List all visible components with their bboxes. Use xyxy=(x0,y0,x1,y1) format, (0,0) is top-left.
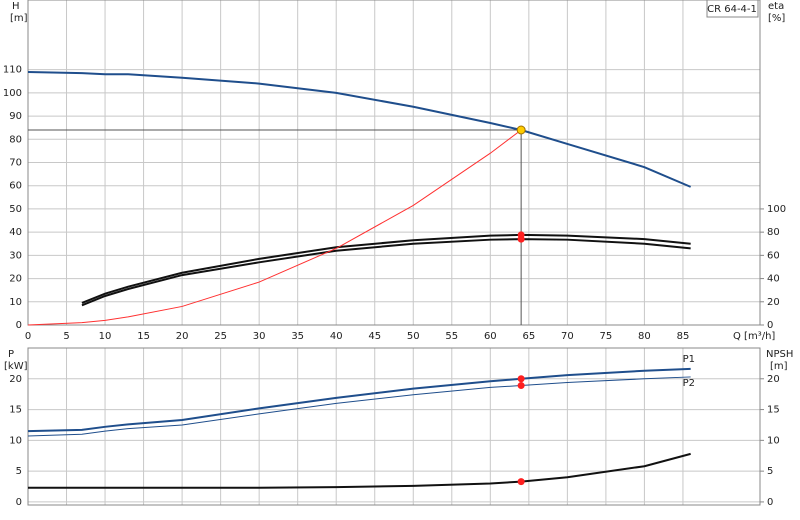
duty-marker xyxy=(517,235,525,243)
duty-point xyxy=(516,125,526,135)
y-tick-label: 5 xyxy=(16,466,22,477)
x-tick-label: 5 xyxy=(63,331,69,342)
y2-label: NPSH xyxy=(766,349,793,360)
y2-tick-label: 15 xyxy=(767,405,780,416)
duty-marker xyxy=(517,375,525,383)
plot-frame xyxy=(27,0,761,326)
y2-tick-label: 40 xyxy=(767,274,780,285)
y-tick-label: 10 xyxy=(9,297,22,308)
x-tick-label: 80 xyxy=(638,331,651,342)
series-line xyxy=(28,452,691,489)
series-line xyxy=(81,233,691,304)
y-unit: [m] xyxy=(10,13,28,24)
y-tick-label: 20 xyxy=(9,274,22,285)
duty-marker xyxy=(517,478,525,486)
x-tick-label: 75 xyxy=(600,331,613,342)
x-tick-label: 40 xyxy=(330,331,343,342)
y2-tick-label: 100 xyxy=(767,204,786,215)
y2-label: eta xyxy=(768,1,784,12)
y-tick-label: 20 xyxy=(9,374,22,385)
y-tick-label: 30 xyxy=(9,250,22,261)
series-label: P2 xyxy=(683,378,695,389)
y2-unit: [m] xyxy=(770,361,788,372)
legend-label: CR 64-4-1 xyxy=(707,4,757,15)
y2-tick-label: 80 xyxy=(767,227,780,238)
x-tick-label: 15 xyxy=(137,331,150,342)
legend-box xyxy=(706,0,759,18)
x-tick-label: 0 xyxy=(25,331,31,342)
x-label: Q [m³/h] xyxy=(733,331,775,342)
y-tick-label: 15 xyxy=(9,405,22,416)
y-tick-label: 80 xyxy=(9,134,22,145)
series-label: P1 xyxy=(683,354,695,365)
y-tick-label: 100 xyxy=(3,88,22,99)
y2-tick-label: 0 xyxy=(767,497,773,508)
y2-tick-label: 5 xyxy=(767,466,773,477)
duty-marker xyxy=(517,382,525,390)
y-tick-label: 10 xyxy=(9,435,22,446)
y-unit: [kW] xyxy=(4,361,28,372)
y-tick-label: 60 xyxy=(9,181,22,192)
x-tick-label: 50 xyxy=(407,331,420,342)
y2-tick-label: 20 xyxy=(767,374,780,385)
series-line xyxy=(27,70,692,188)
x-tick-label: 85 xyxy=(677,331,690,342)
x-tick-label: 60 xyxy=(484,331,497,342)
x-tick-label: 45 xyxy=(368,331,381,342)
y-tick-label: 110 xyxy=(3,65,22,76)
x-tick-label: 35 xyxy=(291,331,304,342)
y2-tick-label: 10 xyxy=(767,435,780,446)
y2-tick-label: 60 xyxy=(767,250,780,261)
plot-frame xyxy=(27,347,761,506)
x-tick-label: 55 xyxy=(445,331,458,342)
y-tick-label: 0 xyxy=(16,320,22,331)
x-tick-label: 70 xyxy=(561,331,574,342)
y-tick-label: 50 xyxy=(9,204,22,215)
series-line xyxy=(27,367,691,433)
series-line xyxy=(27,129,522,326)
series-line xyxy=(81,238,691,307)
y-tick-label: 90 xyxy=(9,111,22,122)
y-tick-label: 0 xyxy=(16,497,22,508)
series-line xyxy=(27,376,691,437)
y2-unit: [%] xyxy=(768,13,785,24)
y2-tick-label: 0 xyxy=(767,320,773,331)
y2-tick-label: 20 xyxy=(767,297,780,308)
x-tick-label: 30 xyxy=(253,331,266,342)
y-tick-label: 40 xyxy=(9,227,22,238)
x-tick-label: 20 xyxy=(176,331,189,342)
y-tick-label: 70 xyxy=(9,158,22,169)
y-label: P xyxy=(8,349,14,360)
x-tick-label: 65 xyxy=(522,331,535,342)
x-tick-label: 25 xyxy=(214,331,227,342)
x-tick-label: 10 xyxy=(99,331,112,342)
y-label: H xyxy=(12,1,20,12)
